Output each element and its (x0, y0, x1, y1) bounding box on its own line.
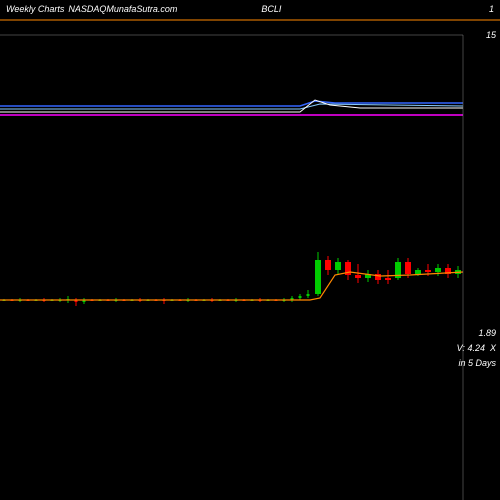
vol-value: 4.24 (467, 343, 485, 353)
page-number: 1 (489, 4, 494, 14)
label-days: in 5 Days (458, 358, 496, 368)
label-volume: V: 4.24 X (457, 343, 496, 353)
site-name: NASDAQMunafaSutra.com (68, 4, 177, 14)
chart-canvas (0, 0, 500, 500)
chart-header: Weekly Charts NASDAQMunafaSutra.com BCLI… (6, 4, 494, 14)
label-top-value: 15 (486, 30, 496, 40)
title-prefix: Weekly Charts (6, 4, 64, 14)
vol-prefix: V: (457, 343, 465, 353)
vol-suffix: X (490, 343, 496, 353)
ticker-symbol: BCLI (261, 4, 281, 14)
label-price: 1.89 (478, 328, 496, 338)
